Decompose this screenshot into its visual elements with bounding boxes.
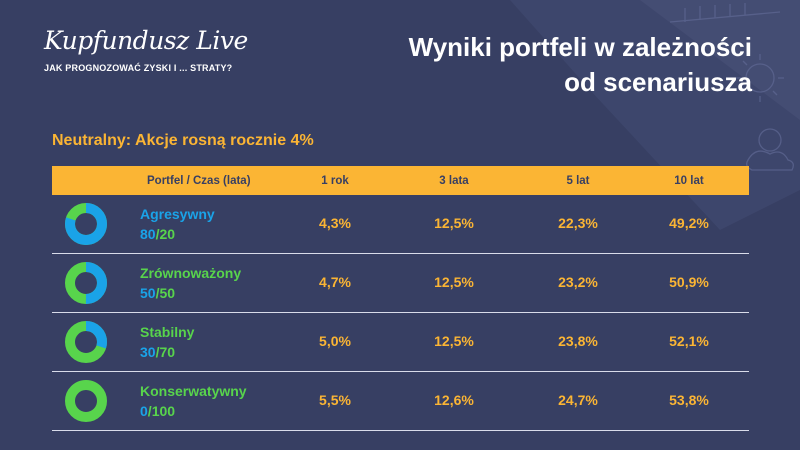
portfolio-name: Agresywny — [140, 206, 215, 222]
split-bonds: 50 — [159, 285, 176, 301]
portfolio-split: 50/50 — [140, 285, 175, 301]
return-1-year: 5,5% — [319, 392, 351, 408]
return-3-years: 12,5% — [434, 274, 474, 290]
portfolio-name: Konserwatywny — [140, 383, 247, 399]
split-separator: / — [147, 403, 152, 419]
portfolio-split: 30/70 — [140, 344, 175, 360]
split-bonds: 20 — [159, 226, 176, 242]
portfolio-split: 80/20 — [140, 226, 175, 242]
header-10-years: 10 lat — [674, 174, 704, 187]
allocation-donut-stabilny — [65, 321, 107, 363]
portfolio-name: Zrównoważony — [140, 265, 242, 281]
return-5-years: 23,2% — [558, 274, 598, 290]
donut-equity-segment — [65, 203, 107, 245]
return-3-years: 12,6% — [434, 392, 474, 408]
return-10-years: 53,8% — [669, 392, 709, 408]
page-title: Wyniki portfeli w zależności od scenariu… — [312, 30, 752, 100]
return-1-year: 4,3% — [319, 215, 351, 231]
donut-equity-segment — [65, 321, 107, 363]
return-3-years: 12,5% — [434, 215, 474, 231]
donut-equity-segment — [65, 262, 107, 304]
split-equity: 30 — [140, 344, 156, 360]
return-3-years: 12,5% — [434, 333, 474, 349]
allocation-donut-agresywny — [65, 203, 107, 245]
split-separator: / — [155, 285, 160, 301]
return-1-year: 4,7% — [319, 274, 351, 290]
return-10-years: 50,9% — [669, 274, 709, 290]
header-1-year: 1 rok — [321, 174, 349, 187]
header-portfolio: Portfel / Czas (lata) — [147, 174, 251, 187]
table-row: Konserwatywny 0/100 5,5% 12,6% 24,7% 53,8% — [52, 372, 749, 431]
return-5-years: 23,8% — [558, 333, 598, 349]
split-separator: / — [155, 226, 160, 242]
logo-tagline: JAK PROGNOZOWAĆ ZYSKI I ... STRATY? — [44, 63, 233, 73]
table-header: Portfel / Czas (lata) 1 rok 3 lata 5 lat… — [52, 166, 749, 195]
split-bonds: 100 — [151, 403, 176, 419]
allocation-donut-konserwatywny — [65, 380, 107, 422]
header-5-years: 5 lat — [566, 174, 590, 187]
return-5-years: 24,7% — [558, 392, 598, 408]
brand-logo: Kupfundusz Live JAK PROGNOZOWAĆ ZYSKI I … — [44, 26, 248, 73]
return-10-years: 52,1% — [669, 333, 709, 349]
portfolio-name: Stabilny — [140, 324, 195, 340]
table-row: Zrównoważony 50/50 4,7% 12,5% 23,2% 50,9% — [52, 254, 749, 313]
return-1-year: 5,0% — [319, 333, 351, 349]
split-separator: / — [155, 344, 160, 360]
portfolio-split: 0/100 — [140, 403, 175, 419]
split-bonds: 70 — [159, 344, 176, 360]
return-5-years: 22,3% — [558, 215, 598, 231]
logo-name: Kupfundusz Live — [44, 26, 248, 55]
split-equity: 80 — [140, 226, 156, 242]
page-title-line-1: Wyniki portfeli w zależności — [408, 32, 752, 62]
split-equity: 50 — [140, 285, 156, 301]
donut-bonds-segment — [65, 380, 107, 422]
table-row: Agresywny 80/20 4,3% 12,5% 22,3% 49,2% — [52, 195, 749, 254]
results-table: Portfel / Czas (lata) 1 rok 3 lata 5 lat… — [52, 166, 749, 431]
header-3-years: 3 lata — [439, 174, 469, 187]
scenario-title: Neutralny: Akcje rosną rocznie 4% — [52, 132, 314, 149]
split-equity: 0 — [140, 403, 148, 419]
return-10-years: 49,2% — [669, 215, 709, 231]
table-row: Stabilny 30/70 5,0% 12,5% 23,8% 52,1% — [52, 313, 749, 372]
allocation-donut-zrownowazony — [65, 262, 107, 304]
page-title-line-2: od scenariusza — [564, 67, 752, 97]
